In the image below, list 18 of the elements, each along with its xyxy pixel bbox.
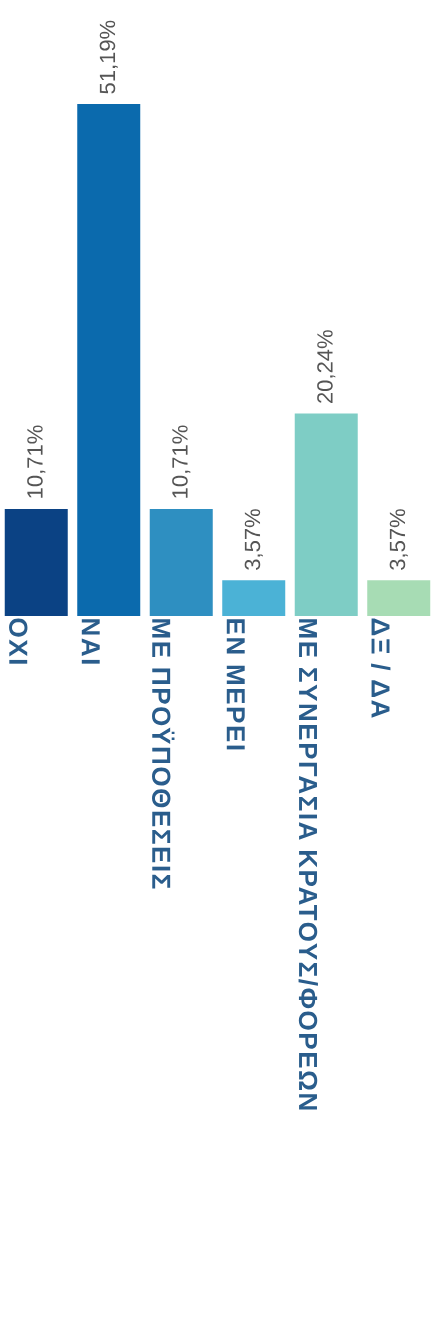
data-label: 10,71% — [27, 425, 46, 498]
bar — [222, 580, 286, 616]
x-tick-label: ΝΑΙ — [81, 619, 100, 664]
x-tick-label: ΜΕ ΣΥΝΕΡΓΑΣΙΑ ΚΡΑΤΟΥΣ/ΦΟΡΕΩΝ — [298, 619, 318, 1110]
bar — [294, 413, 358, 616]
data-label: 51,19% — [99, 20, 118, 94]
bar — [367, 580, 431, 616]
data-label: 3,57% — [389, 509, 408, 570]
x-tick-label: ΕΝ ΜΕΡΕΙ — [226, 619, 245, 750]
bar — [77, 104, 141, 616]
x-tick-label: ΟΧΙ — [9, 618, 28, 664]
bar — [149, 508, 213, 616]
data-label: 20,24% — [317, 330, 336, 403]
data-label: 3,57% — [244, 509, 263, 570]
x-tick-label: ΜΕ ΠΡΟΫΠΟΘΕΣΕΙΣ — [152, 619, 175, 889]
data-label: 10,71% — [172, 425, 191, 498]
x-tick-label: ΔΞ / ΔΑ — [371, 618, 391, 718]
bar — [4, 508, 68, 616]
